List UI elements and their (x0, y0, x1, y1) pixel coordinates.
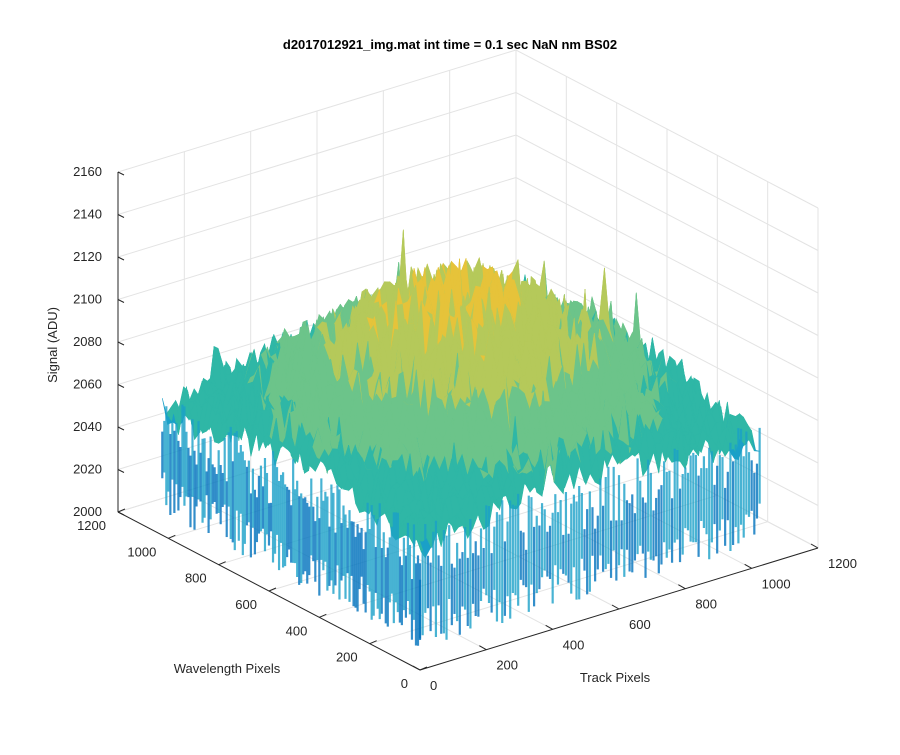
z-tick-label: 2100 (73, 292, 102, 307)
x-axis-label: Track Pixels (580, 670, 651, 685)
z-tick (117, 256, 125, 261)
y-tick-label: 800 (185, 571, 207, 586)
surface-layer (161, 229, 761, 646)
x-tick (479, 645, 487, 651)
x-tick (744, 563, 752, 569)
x-tick-label: 600 (629, 617, 651, 632)
x-tick (810, 543, 819, 549)
z-tick-label: 2020 (73, 462, 102, 477)
z-tick-label: 2060 (73, 377, 102, 392)
x-tick-label: 0 (430, 678, 437, 693)
z-axis-label: Signal (ADU) (45, 307, 60, 383)
z-tick (117, 426, 125, 431)
grid-line (117, 176, 819, 336)
z-tick-label: 2000 (73, 504, 102, 519)
y-tick-label: 0 (401, 676, 408, 691)
x-tick-label: 1000 (762, 576, 791, 591)
x-tick (678, 584, 686, 590)
z-tick-label: 2120 (73, 249, 102, 264)
z-tick-label: 2040 (73, 419, 102, 434)
grid-line (117, 219, 819, 379)
z-tick-label: 2140 (73, 207, 102, 222)
z-tick (117, 384, 125, 388)
grid-line (117, 49, 819, 209)
y-tick-label: 1000 (127, 544, 156, 559)
x-tick (545, 624, 553, 630)
x-tick-label: 400 (563, 637, 585, 652)
x-tick (611, 604, 620, 610)
y-tick-label: 1200 (77, 518, 106, 533)
chart-title: d2017012921_img.mat int time = 0.1 sec N… (283, 37, 617, 52)
grid-line (117, 261, 819, 421)
z-tick (117, 341, 125, 346)
z-tick-label: 2160 (73, 164, 102, 179)
z-tick (117, 299, 125, 303)
x-tick-label: 1200 (828, 556, 857, 571)
z-tick-label: 2080 (73, 334, 102, 349)
x-tick-label: 200 (496, 658, 518, 673)
y-axis-label: Wavelength Pixels (174, 661, 281, 676)
y-tick-label: 200 (336, 650, 358, 665)
x-tick (412, 665, 421, 671)
z-tick (117, 171, 125, 176)
z-tick (117, 511, 125, 516)
y-tick-label: 600 (235, 597, 257, 612)
y-tick-label: 400 (286, 623, 308, 638)
grid-line (117, 134, 819, 294)
grid-line (117, 91, 819, 251)
x-tick-label: 800 (695, 597, 717, 612)
z-tick (117, 469, 125, 473)
z-tick (117, 214, 125, 218)
